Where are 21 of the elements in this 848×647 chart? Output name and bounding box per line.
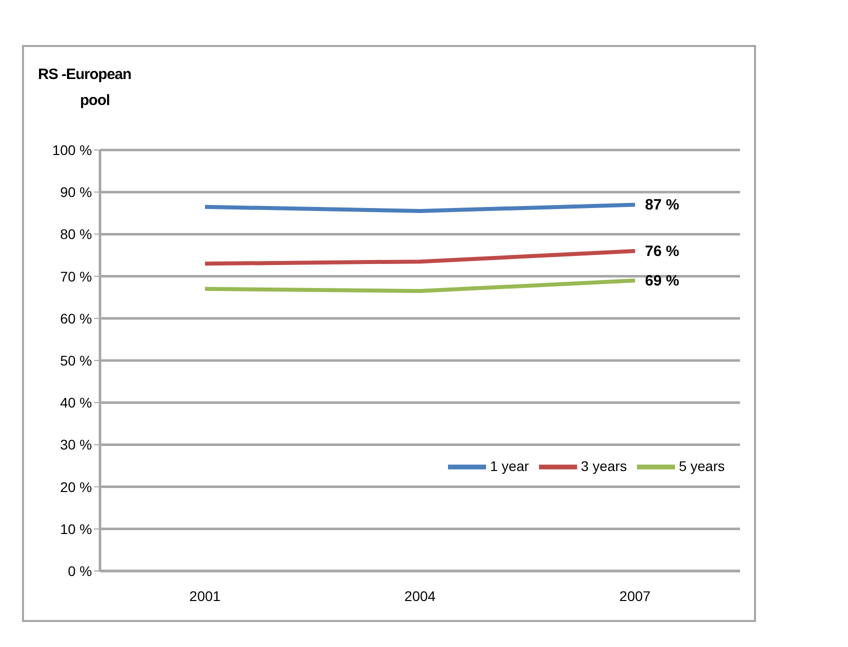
y-tick-label: 100 % [52,142,92,158]
legend-label: 3 years [580,458,627,474]
chart-title: RS -European pool [38,65,132,111]
data-label: 87 % [645,196,680,214]
x-tick-label: 2004 [404,588,436,604]
y-tick-label: 50 % [60,352,92,368]
data-label: 76 % [645,243,680,260]
y-tick-label: 0 % [68,562,92,579]
x-tick-label: 2001 [189,588,221,604]
x-tick-label: 2007 [619,588,651,604]
y-tick-label: 80 % [60,226,92,242]
legend-label: 1 year [490,458,529,474]
legend-label: 5 years [678,458,725,474]
y-tick-label: 30 % [60,436,92,453]
data-label: 69 % [645,272,680,290]
y-tick-label: 20 % [60,478,92,495]
y-tick-label: 40 % [60,394,92,411]
y-tick-label: 90 % [60,184,92,200]
y-tick-label: 10 % [60,520,92,537]
y-tick-label: 60 % [60,310,92,326]
y-tick-label: 70 % [60,268,92,284]
